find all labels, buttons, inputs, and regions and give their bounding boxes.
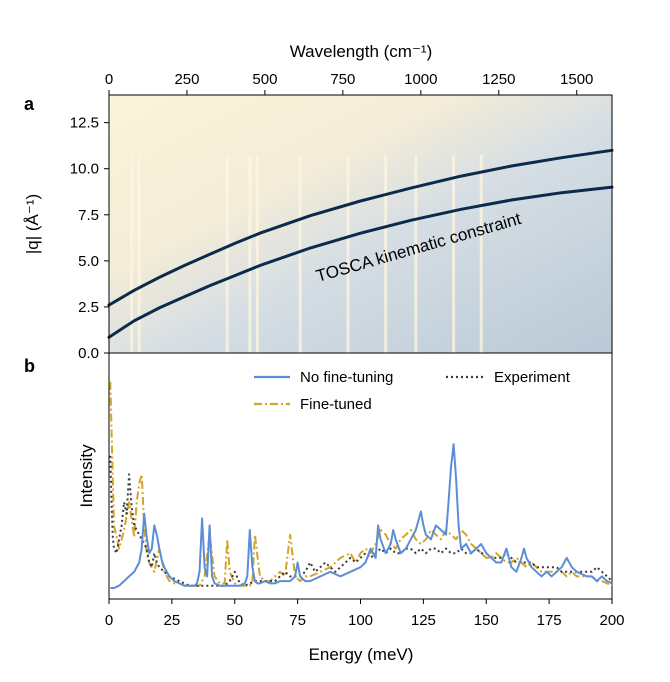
panel-b-x-tick-label: 25 bbox=[164, 612, 181, 629]
panel-a-y-tick-label: 10.0 bbox=[70, 161, 99, 178]
panel-b-letter: b bbox=[24, 356, 35, 376]
panel-b-x-tick-label: 0 bbox=[105, 612, 113, 629]
legend-label-no-fine-tuning: No fine-tuning bbox=[300, 369, 393, 386]
top-x-tick-label: 1500 bbox=[560, 71, 593, 88]
panel-a-y-axis-label: |q| (Å⁻¹) bbox=[23, 194, 42, 254]
heatmap-bright-line bbox=[346, 155, 350, 353]
top-x-ticks: 0 250 500 750 1000 1250 1500 bbox=[105, 71, 593, 95]
panel-a-y-tick-label: 0.0 bbox=[78, 345, 99, 362]
top-x-tick-label: 1250 bbox=[482, 71, 515, 88]
heatmap-background bbox=[109, 95, 612, 353]
heatmap-bright-line bbox=[255, 155, 259, 353]
panel-b-x-tick-label: 200 bbox=[599, 612, 624, 629]
heatmap-bright-line bbox=[137, 155, 141, 353]
panel-b-x-tick-label: 50 bbox=[226, 612, 243, 629]
panel-b-x-ticks: 0 25 50 75 100 125 150 175 200 bbox=[105, 599, 625, 629]
top-x-tick-label: 250 bbox=[174, 71, 199, 88]
panel-b-x-tick-label: 100 bbox=[348, 612, 373, 629]
panel-a-letter: a bbox=[24, 94, 35, 114]
kinematic-curve bbox=[107, 148, 614, 307]
heatmap-bright-line bbox=[414, 155, 418, 353]
panel-a-y-tick-label: 12.5 bbox=[70, 115, 99, 132]
series-line-no-fine-tuning bbox=[110, 443, 613, 589]
heatmap-bright-line bbox=[225, 155, 229, 353]
panel-b-x-tick-label: 125 bbox=[411, 612, 436, 629]
top-x-tick-label: 0 bbox=[105, 71, 113, 88]
panel-a-y-ticks: 0.0 2.5 5.0 7.5 10.0 12.5 bbox=[70, 115, 109, 362]
top-x-tick-label: 1000 bbox=[404, 71, 437, 88]
panel-a-y-tick-label: 7.5 bbox=[78, 207, 99, 224]
panel-b-frame bbox=[108, 352, 613, 600]
heatmap-bright-line bbox=[248, 155, 252, 353]
panel-b-x-tick-label: 150 bbox=[474, 612, 499, 629]
panel-a-y-tick-label: 2.5 bbox=[78, 299, 99, 316]
legend-label-experiment: Experiment bbox=[494, 369, 571, 386]
panel-a: Wavelength (cm⁻¹) 0 250 500 750 1000 1250 1500… bbox=[23, 42, 614, 362]
legend-label-fine-tuned: Fine-tuned bbox=[300, 396, 372, 413]
heatmap-bright-line bbox=[384, 155, 388, 353]
panel-b-y-axis-label: Intensity bbox=[77, 444, 96, 508]
heatmap-bright-lines bbox=[130, 155, 483, 353]
legend: No fine-tuning Experiment Fine-tuned bbox=[254, 369, 571, 413]
panel-b-series bbox=[109, 381, 613, 589]
heatmap-bright-line bbox=[130, 155, 134, 353]
panel-a-y-tick-label: 5.0 bbox=[78, 253, 99, 270]
top-x-tick-label: 500 bbox=[252, 71, 277, 88]
kinematic-curves bbox=[107, 148, 614, 339]
panel-b: b 0 25 50 75 100 125 150 175 200 Energy (meV) In… bbox=[24, 352, 625, 664]
top-x-tick-label: 750 bbox=[330, 71, 355, 88]
top-x-axis-label: Wavelength (cm⁻¹) bbox=[290, 42, 432, 61]
panel-b-x-tick-label: 75 bbox=[289, 612, 306, 629]
panel-b-x-tick-label: 175 bbox=[537, 612, 562, 629]
kinematic-curve bbox=[107, 185, 614, 339]
panel-b-x-axis-label: Energy (meV) bbox=[309, 645, 414, 664]
heatmap-bright-line bbox=[479, 155, 483, 353]
heatmap-bright-line bbox=[298, 155, 302, 353]
heatmap-bright-line bbox=[452, 155, 456, 353]
